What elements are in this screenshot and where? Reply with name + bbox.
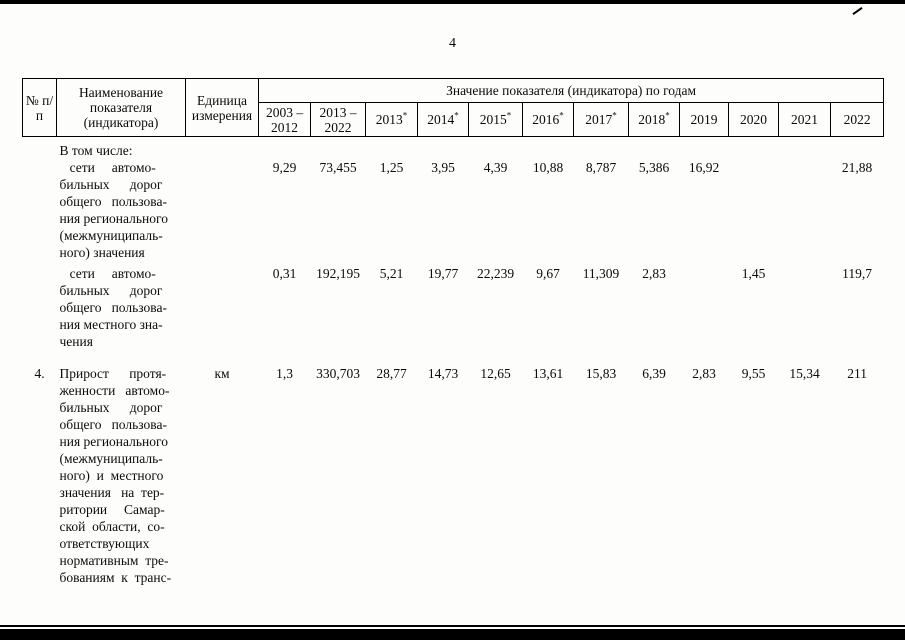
cell-value-2014: 3,95 [431, 160, 455, 175]
year-col-2021: 2021 [778, 102, 831, 137]
cell-value-2015 [469, 137, 523, 160]
cell-num: 4. [34, 366, 45, 381]
cell-value-2019 [680, 137, 729, 160]
cell-value-2015: 22,239 [476, 266, 515, 281]
cell-value-2018: 2,83 [642, 266, 666, 281]
cell-value-2003-–-2012: 0,31 [272, 266, 297, 281]
cell-value-2017: 11,309 [582, 266, 620, 281]
cell-value-2022: 21,88 [841, 160, 873, 175]
cell-name: сети автомо- бильных дорог общего пользо… [59, 160, 168, 260]
page-number: 4 [449, 36, 456, 51]
cell-num [23, 159, 57, 261]
cell-value-2019 [680, 261, 729, 350]
cell-value-2017: 15,83 [585, 366, 617, 381]
indicators-table: № п/п Наименование показателя (индикатор… [22, 78, 885, 587]
cell-value-2016: 9,67 [536, 266, 560, 281]
footnote-star: * [665, 110, 670, 121]
year-col-2020: 2020 [728, 102, 779, 137]
scan-artifact [852, 7, 863, 15]
footnote-star: * [612, 110, 617, 121]
cell-value-2014: 14,73 [427, 366, 459, 381]
year-col-2013: 2013* [365, 102, 418, 137]
cell-unit [186, 137, 259, 160]
footnote-star: * [402, 110, 408, 121]
cell-name: Прирост протя- женности автомо- бильных … [59, 366, 172, 585]
page-border-bottom-thin [0, 625, 905, 627]
table-row: В том числе: [23, 137, 884, 160]
cell-value-2003-–-2012: 1,3 [276, 366, 293, 381]
footnote-star: * [506, 110, 512, 121]
cell-value-2003-–-2012 [259, 137, 311, 160]
table-header: № п/п Наименование показателя (индикатор… [22, 78, 885, 137]
table-row: сети автомо- бильных дорог общего пользо… [23, 261, 884, 350]
cell-unit: км [214, 366, 230, 381]
year-col-2016: 2016* [522, 102, 574, 137]
cell-value-2017 [574, 137, 629, 160]
cell-name: В том числе: [59, 143, 133, 158]
cell-value-2013 [366, 137, 418, 160]
cell-value-2013: 28,77 [376, 366, 407, 381]
col-header-unit: Единица измерения [185, 78, 259, 137]
cell-value-2013: 1,25 [379, 160, 404, 175]
cell-value-2018: 5,386 [638, 160, 670, 175]
cell-value-2014: 19,77 [427, 266, 459, 281]
footnote-star: * [454, 110, 459, 121]
cell-value-2020: 1,45 [741, 266, 766, 281]
table-year-row: 2003 – 2012 2013 – 2022 2013* 2014* 2015* 201… [23, 102, 885, 137]
cell-value-2019: 2,83 [692, 366, 716, 381]
cell-value-2018 [629, 137, 680, 160]
cell-name: сети автомо- бильных дорог общего пользо… [59, 266, 167, 349]
cell-num [23, 261, 57, 350]
year-col-2018: 2018* [628, 102, 680, 137]
year-col-2022: 2022 [829, 102, 885, 137]
table-body: В том числе: сети автомо- бильных дорог … [23, 137, 884, 587]
cell-value-2013-–-2022: 73,455 [319, 160, 357, 175]
cell-value-2021 [779, 159, 831, 261]
cell-value-2003-–-2012: 9,29 [272, 160, 297, 175]
year-col-2014: 2014* [417, 102, 469, 137]
cell-value-2020: 9,55 [741, 366, 766, 381]
year-col-2015: 2015* [468, 102, 523, 137]
cell-value-2022 [831, 137, 884, 160]
cell-value-2013-–-2022: 192,195 [316, 266, 360, 281]
col-header-years-title: Значение показателя (индикатора) по года… [257, 78, 885, 103]
year-col-2003-–-2012: 2003 – 2012 [258, 102, 311, 137]
table-row: 4. Прирост протя- женности автомо- бильны… [23, 350, 884, 586]
cell-value-2014 [418, 137, 469, 160]
year-col-2013-–-2022: 2013 – 2022 [310, 102, 366, 137]
cell-value-2020 [729, 159, 779, 261]
cell-value-2021 [779, 261, 831, 350]
cell-value-2021 [779, 137, 831, 160]
cell-value-2013: 5,21 [379, 266, 404, 281]
cell-unit [186, 261, 259, 350]
page-border-top [0, 0, 905, 4]
cell-value-2013-–-2022 [311, 137, 366, 160]
cell-value-2021: 15,34 [789, 366, 820, 381]
cell-value-2016: 10,88 [532, 160, 564, 175]
cell-value-2016 [523, 137, 574, 160]
cell-value-2013-–-2022: 330,703 [316, 366, 360, 381]
table-row: сети автомо- бильных дорог общего пользо… [23, 159, 884, 261]
cell-value-2017: 8,787 [585, 160, 617, 175]
cell-value-2022: 211 [847, 366, 867, 381]
cell-unit [186, 159, 259, 261]
year-col-2017: 2017* [573, 102, 629, 137]
cell-value-2015: 4,39 [483, 160, 508, 175]
year-col-2019: 2019 [679, 102, 729, 137]
cell-value-2020 [729, 137, 779, 160]
cell-value-2018: 6,39 [642, 366, 666, 381]
cell-value-2022: 119,7 [842, 266, 873, 281]
col-header-num: № п/п [22, 78, 57, 137]
footnote-star: * [559, 110, 564, 121]
page-border-bottom [0, 629, 905, 640]
table-header-row-1: № п/п Наименование показателя (индикатор… [22, 78, 885, 137]
cell-value-2019: 16,92 [688, 160, 720, 175]
cell-value-2015: 12,65 [480, 366, 511, 381]
cell-value-2016: 13,61 [532, 366, 564, 381]
col-header-name: Наименование показателя (индикатора) [56, 78, 186, 137]
cell-num [23, 137, 57, 160]
